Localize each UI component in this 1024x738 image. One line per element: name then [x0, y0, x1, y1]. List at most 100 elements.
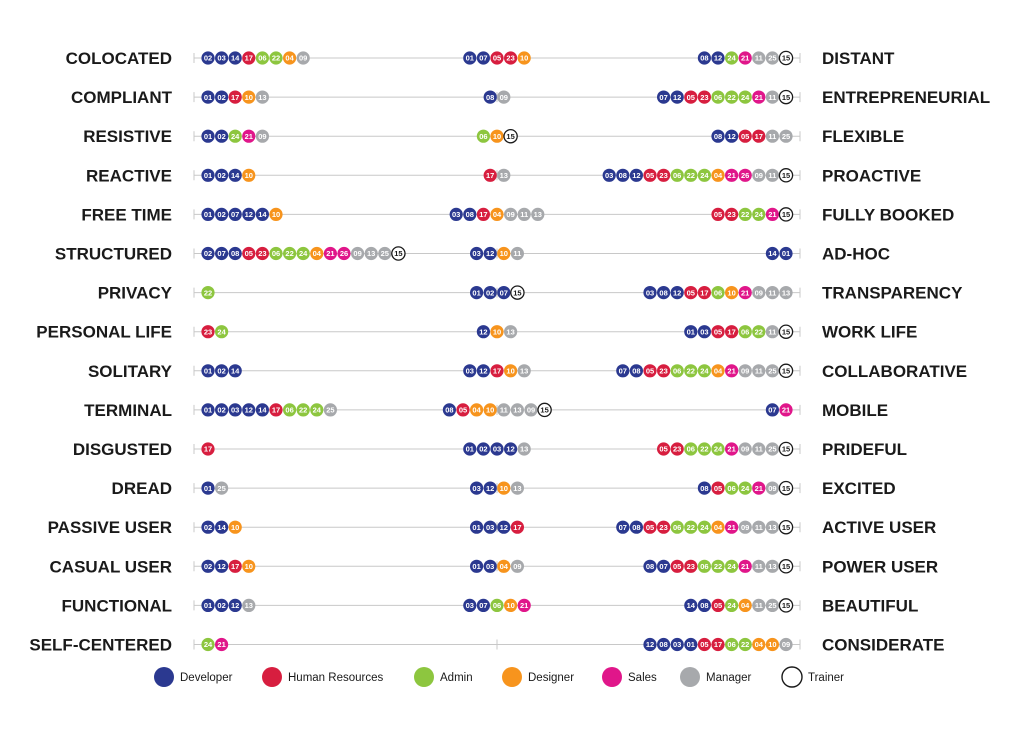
- participant-dot: 11: [765, 325, 780, 339]
- participant-id: 25: [326, 406, 334, 415]
- participant-marker: [752, 559, 766, 573]
- participant-marker: [711, 51, 725, 65]
- participant-dot: 11: [765, 168, 780, 182]
- participant-marker: [752, 90, 766, 104]
- participant-marker: [779, 403, 793, 417]
- participant-id: 13: [520, 445, 528, 454]
- participant-dot: 01: [463, 442, 477, 456]
- participant-dot: 01: [201, 168, 215, 182]
- participant-dot: 15: [510, 285, 525, 300]
- participant-dot: 04: [711, 520, 725, 534]
- participant-marker: [391, 246, 406, 261]
- participant-dot: 05: [670, 559, 684, 573]
- participant-dot: 09: [752, 168, 766, 182]
- participant-id: 05: [714, 327, 722, 336]
- participant-marker: [616, 520, 630, 534]
- participant-id: 09: [500, 93, 508, 102]
- participant-marker: [531, 207, 545, 221]
- participant-marker: [517, 364, 531, 378]
- participant-marker: [463, 51, 477, 65]
- participant-marker: [711, 129, 725, 143]
- participant-id: 11: [768, 171, 776, 180]
- spectrum-row: SELF-CENTERED CONSIDERATE 24 21 12 08 03 01 05 17…: [29, 636, 944, 655]
- participant-id: 03: [605, 171, 613, 180]
- participant-marker: [697, 364, 712, 378]
- participant-marker: [442, 403, 456, 417]
- participant-id: 09: [741, 523, 749, 532]
- participant-id: 14: [231, 367, 240, 376]
- participant-marker: [711, 442, 725, 456]
- participant-dot: 24: [725, 598, 739, 613]
- participant-dot: 03: [215, 51, 229, 65]
- participant-id: 02: [217, 93, 225, 102]
- participant-dot: 02: [215, 129, 229, 143]
- participant-dot: 10: [269, 207, 283, 221]
- spectrum-row: PERSONAL LIFE WORK LIFE 23 24 12 10 13 01 03 05 17…: [36, 323, 917, 342]
- participant-marker: [765, 51, 780, 65]
- participant-marker: [201, 520, 215, 534]
- participant-dot: 13: [242, 598, 256, 613]
- participant-id: 22: [741, 210, 749, 219]
- participant-id: 13: [768, 562, 776, 571]
- participant-id: 03: [493, 445, 501, 454]
- right-trait-label: ENTREPRENEURIAL: [822, 88, 990, 107]
- participant-dot: 09: [779, 637, 793, 652]
- participant-marker: [725, 168, 739, 182]
- participant-id: 14: [231, 171, 240, 180]
- participant-dot: 04: [711, 364, 725, 378]
- participant-id: 10: [727, 288, 735, 297]
- participant-dot: 08: [483, 90, 497, 104]
- participant-id: 23: [659, 523, 667, 532]
- left-trait-label: TERMINAL: [84, 401, 172, 420]
- participant-marker: [657, 168, 671, 182]
- participant-marker: [738, 637, 752, 652]
- participant-dot: 08: [657, 637, 671, 652]
- participant-marker: [725, 207, 739, 221]
- participant-dot: 10: [517, 51, 531, 65]
- participant-marker: [490, 51, 504, 65]
- participant-id: 03: [466, 367, 474, 376]
- participant-marker: [510, 481, 524, 495]
- participant-dot: 02: [201, 559, 215, 573]
- participant-dot: 24: [738, 481, 752, 495]
- participant-marker: [684, 325, 698, 339]
- legend-item: Admin: [414, 667, 473, 687]
- participant-id: 08: [445, 406, 453, 415]
- participant-id: 09: [258, 132, 266, 141]
- participant-dot: 15: [778, 480, 794, 496]
- participant-id: 08: [700, 54, 708, 63]
- participant-marker: [215, 325, 229, 339]
- participant-dot: 10: [242, 559, 256, 573]
- participant-dot: 08: [657, 286, 671, 300]
- participant-dot: 05: [242, 246, 256, 261]
- participant-marker: [697, 559, 712, 573]
- participant-dot: 26: [337, 246, 351, 261]
- participant-id: 24: [700, 523, 709, 532]
- participant-marker: [201, 403, 215, 417]
- participant-dot: 12: [629, 168, 644, 182]
- participant-id: 07: [659, 562, 667, 571]
- participant-id: 22: [700, 445, 708, 454]
- participant-dot: 13: [504, 325, 518, 339]
- participant-dot: 23: [255, 246, 269, 261]
- participant-id: 21: [768, 210, 776, 219]
- participant-id: 09: [527, 406, 535, 415]
- participant-dot: 02: [201, 520, 215, 534]
- participant-id: 07: [217, 249, 225, 258]
- participant-id: 11: [513, 249, 521, 258]
- legend-item: Trainer: [781, 666, 844, 688]
- participant-id: 26: [741, 171, 749, 180]
- participant-marker: [490, 207, 504, 221]
- participant-dot: 15: [391, 246, 406, 261]
- participant-dot: 10: [725, 286, 739, 300]
- participant-id: 07: [500, 288, 508, 297]
- participant-id: 02: [217, 171, 225, 180]
- participant-dot: 06: [725, 481, 739, 495]
- participant-id: 11: [755, 367, 763, 376]
- participant-marker: [643, 559, 657, 573]
- participant-id: 11: [768, 93, 776, 102]
- participant-dot: 23: [725, 207, 739, 221]
- legend-label: Trainer: [808, 672, 844, 684]
- participant-id: 11: [755, 523, 763, 532]
- participant-dot: 02: [215, 598, 229, 613]
